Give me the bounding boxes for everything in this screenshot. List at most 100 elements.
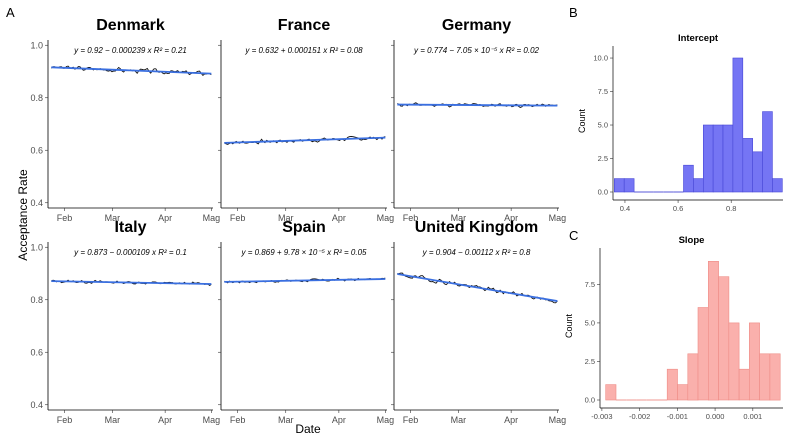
x-tick-label: Apr — [332, 213, 346, 223]
x-tick-label: Mag — [549, 213, 567, 223]
facet-title: United Kingdom — [415, 219, 539, 236]
x-tick-label: 0.6 — [673, 204, 683, 213]
y-tick-label: 2.5 — [598, 154, 608, 163]
count-axis-title: Count — [564, 314, 574, 339]
facet-denmark: Denmark y = 0.92 − 0.000239 x R² = 0.21 0.… — [30, 17, 220, 223]
histogram-bar — [712, 124, 724, 193]
y-tick-label: 2.5 — [585, 357, 595, 366]
histogram-bar — [732, 57, 744, 193]
y-tick-label: 0.4 — [30, 198, 43, 208]
x-tick-label: Mar — [451, 415, 467, 425]
facet-title: Denmark — [96, 17, 165, 34]
x-axis-title: Date — [295, 422, 321, 436]
y-tick-label: 1.0 — [30, 40, 43, 50]
panel-letter-c: C — [569, 228, 578, 243]
y-tick-label: 10.0 — [593, 54, 608, 63]
histogram-bar — [605, 384, 617, 401]
facet-germany: Germany y = 0.774 − 7.05 × 10⁻⁵ x R² = 0.… — [391, 17, 566, 223]
histogram-bar — [702, 124, 714, 193]
x-tick-label: Mar — [278, 415, 294, 425]
facet-title: Spain — [282, 219, 326, 236]
facet-united-kingdom: United Kingdom y = 0.904 − 0.00112 x R² =… — [391, 219, 566, 425]
x-tick-label: Feb — [230, 213, 246, 223]
histogram-bar — [613, 178, 625, 193]
histogram-title: Intercept — [678, 33, 719, 44]
fit-line — [51, 280, 212, 285]
fit-line — [224, 278, 386, 283]
histogram-bar — [742, 138, 753, 193]
fit-line — [51, 66, 212, 75]
x-tick-label: Mag — [203, 415, 221, 425]
y-tick-label: 0.0 — [598, 188, 608, 197]
histogram-bar — [718, 276, 730, 401]
histogram-bar — [748, 322, 760, 401]
histogram-slope: Slope Count 0.0 2.5 5.0 7.5 -0.003 -0.002 -0.001… — [564, 235, 783, 421]
x-tick-label: Apr — [504, 415, 518, 425]
histogram-bar — [623, 178, 635, 193]
x-tick-label: Apr — [504, 213, 518, 223]
y-tick-label: 0.0 — [585, 396, 595, 405]
x-tick-label: Mar — [105, 415, 121, 425]
x-tick-label: Feb — [403, 213, 419, 223]
facet-equation: y = 0.632 + 0.000151 x R² = 0.08 — [244, 46, 363, 55]
x-tick-label: Mag — [377, 213, 395, 223]
histogram-bar — [762, 111, 773, 193]
y-tick-label: 5.0 — [585, 318, 595, 327]
x-tick-label: 0.000 — [706, 412, 725, 421]
facet-equation: y = 0.873 − 0.000109 x R² = 0.1 — [73, 248, 187, 257]
y-tick-label: 7.5 — [585, 280, 595, 289]
x-tick-label: 0.001 — [743, 412, 762, 421]
y-tick-label: 7.5 — [598, 87, 608, 96]
y-tick-label: 0.8 — [30, 93, 43, 103]
histogram-bar — [722, 124, 734, 193]
histogram-bar — [752, 151, 763, 193]
histogram-bar — [707, 260, 719, 401]
x-tick-label: Mag — [377, 415, 395, 425]
facet-title: France — [278, 17, 331, 34]
x-tick-label: Mag — [203, 213, 221, 223]
histogram-bar — [677, 384, 689, 401]
facet-italy: Italy y = 0.873 − 0.000109 x R² = 0.1 0.4 0… — [30, 219, 220, 425]
x-tick-label: Apr — [158, 213, 172, 223]
histogram-bar — [728, 322, 740, 401]
fit-line — [397, 103, 558, 107]
x-tick-label: Mar — [105, 213, 121, 223]
histogram-bar — [693, 178, 704, 193]
x-tick-label: Feb — [230, 415, 246, 425]
x-tick-label: -0.001 — [667, 412, 688, 421]
histogram-bar — [759, 353, 771, 401]
facet-spain: Spain y = 0.869 + 9.78 × 10⁻⁵ x R² = 0.05… — [218, 219, 394, 425]
x-tick-label: Apr — [158, 415, 172, 425]
facet-equation: y = 0.92 − 0.000239 x R² = 0.21 — [73, 46, 187, 55]
count-axis-title: Count — [577, 109, 587, 134]
facet-france: France y = 0.632 + 0.000151 x R² = 0.08 Fe… — [218, 17, 394, 223]
facet-title: Germany — [442, 17, 511, 34]
histogram-bar — [666, 368, 678, 401]
histograms: Intercept Count 0.0 2.5 5.0 7.5 10.0 0.4 0.6 0.8 S… — [564, 33, 783, 421]
x-tick-label: Apr — [332, 415, 346, 425]
panel-letter-b: B — [569, 5, 578, 20]
y-tick-label: 0.6 — [30, 145, 43, 155]
histogram-title: Slope — [679, 235, 705, 246]
facet-grid: Denmark y = 0.92 − 0.000239 x R² = 0.21 0.… — [30, 17, 566, 425]
facet-equation: y = 0.774 − 7.05 × 10⁻⁵ x R² = 0.02 — [413, 46, 540, 55]
x-tick-label: Feb — [403, 415, 419, 425]
x-tick-label: Mar — [278, 213, 294, 223]
histogram-bar — [687, 353, 699, 401]
y-tick-label: 5.0 — [598, 121, 608, 130]
x-tick-label: Mar — [451, 213, 467, 223]
y-tick-label: 1.0 — [30, 242, 43, 252]
fit-line — [224, 136, 386, 144]
y-tick-label: 0.8 — [30, 295, 43, 305]
x-tick-label: Mag — [549, 415, 567, 425]
x-tick-label: Feb — [57, 213, 73, 223]
y-tick-label: 0.4 — [30, 400, 43, 410]
histogram-intercept: Intercept Count 0.0 2.5 5.0 7.5 10.0 0.4 0.6 0.8 — [577, 33, 783, 213]
fit-line — [397, 273, 558, 302]
histogram-bar — [738, 368, 750, 401]
y-tick-label: 0.6 — [30, 347, 43, 357]
x-tick-label: -0.002 — [629, 412, 650, 421]
facet-title: Italy — [114, 219, 146, 236]
